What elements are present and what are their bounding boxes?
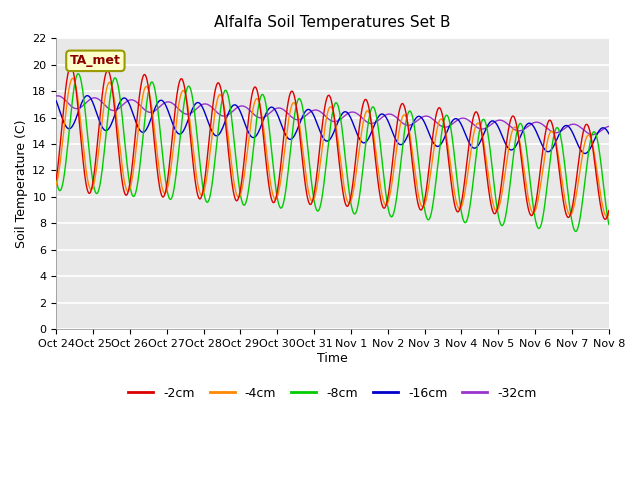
Y-axis label: Soil Temperature (C): Soil Temperature (C): [15, 120, 28, 248]
X-axis label: Time: Time: [317, 352, 348, 365]
Title: Alfalfa Soil Temperatures Set B: Alfalfa Soil Temperatures Set B: [214, 15, 451, 30]
Legend: -2cm, -4cm, -8cm, -16cm, -32cm: -2cm, -4cm, -8cm, -16cm, -32cm: [124, 382, 541, 405]
Text: TA_met: TA_met: [70, 54, 121, 67]
